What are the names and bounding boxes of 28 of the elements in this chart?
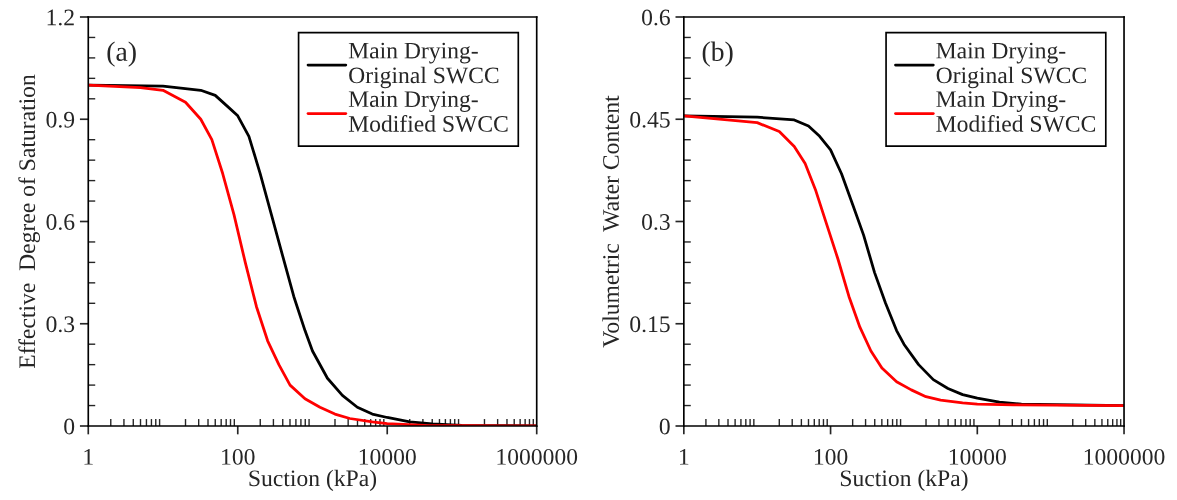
y-tick-label: 1.2 [47, 9, 74, 26]
y-tick-label: 0.6 [642, 9, 670, 26]
x-tick-label: 1 [84, 449, 93, 465]
x-tick-label: 1000000 [497, 448, 578, 465]
x-axis-title: Suction (kPa) [249, 469, 377, 492]
legend-label: Main Drying- Original SWCC [348, 42, 499, 89]
annotation: (a) [107, 41, 136, 67]
y-axis-title: Volumetric Water Content [602, 95, 620, 348]
y-tick-label: 0.3 [642, 213, 670, 231]
x-tick-label: 100 [814, 448, 848, 465]
x-tick-label: 10000 [359, 448, 416, 465]
y-axis-title: Effective Degree of Saturation [18, 74, 41, 369]
annotation: (b) [702, 41, 733, 67]
legend-label: Main Drying- Modified SWCC [936, 91, 1096, 132]
y-tick-label: 0 [64, 418, 75, 435]
y-tick-label: 0.45 [630, 111, 670, 128]
y-tick-label: 0.6 [46, 213, 75, 231]
y-tick-label: 0.3 [46, 316, 75, 333]
x-tick-label: 1000000 [1084, 448, 1165, 465]
x-tick-label: 1 [680, 449, 689, 465]
legend-label: Main Drying- Modified SWCC [348, 91, 508, 132]
y-tick-label: 0.15 [630, 316, 670, 333]
x-axis-title: Suction (kPa) [840, 469, 968, 492]
legend-label: Main Drying- Original SWCC [936, 42, 1086, 89]
y-tick-label: 0.9 [46, 111, 75, 128]
x-tick-label: 10000 [949, 448, 1006, 465]
y-tick-label: 0 [659, 418, 670, 435]
x-tick-label: 100 [222, 448, 255, 465]
